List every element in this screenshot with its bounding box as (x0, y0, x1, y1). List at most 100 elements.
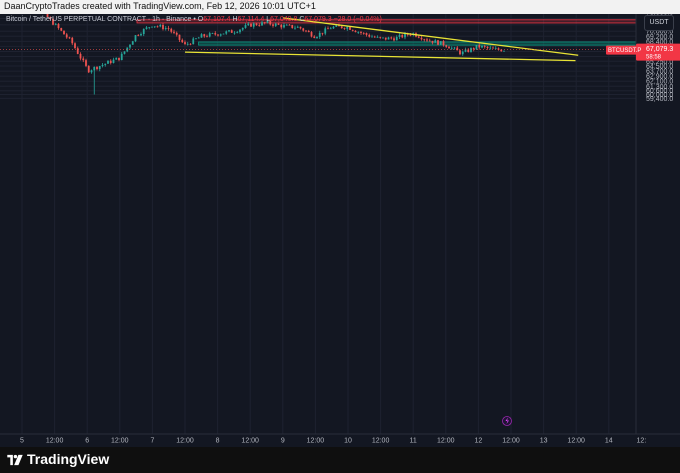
candle-body (313, 36, 316, 39)
candle-body (503, 50, 505, 52)
candle-body (244, 25, 247, 28)
candle-body (87, 65, 90, 73)
candle-body (500, 49, 503, 52)
candle-body (437, 40, 439, 45)
open-label: O (197, 16, 204, 23)
candle-body (175, 32, 178, 35)
y-tick-label: 62,900.0 (646, 74, 673, 81)
candle-body (156, 26, 159, 28)
candle-body (96, 66, 98, 70)
candle-body (464, 49, 467, 52)
candle-body (459, 50, 461, 55)
candle-body (318, 32, 321, 37)
credit-bar: DaanCryptoTrades created with TradingVie… (0, 0, 680, 14)
candle-body (379, 36, 382, 38)
candle-body (173, 31, 175, 33)
y-tick-label: 68,400.0 (646, 39, 673, 46)
x-tick-label: 12:00 (46, 438, 64, 445)
candle-body (129, 44, 131, 48)
candle-body (167, 28, 170, 29)
candle-body (338, 25, 340, 27)
candle-body (404, 33, 406, 38)
x-tick-label: 12:00 (437, 438, 455, 445)
candle-body (200, 34, 203, 38)
candle-body (233, 32, 236, 34)
candle-body (296, 26, 299, 28)
open-value: 67,107.4 (203, 16, 231, 23)
candle-body (131, 41, 134, 45)
candle-body (82, 58, 85, 61)
candle-body (54, 23, 57, 25)
candle-body (217, 34, 219, 36)
candle-body (417, 36, 420, 38)
candle-body (65, 34, 68, 38)
candle-body (384, 37, 387, 40)
currency-button[interactable]: USDT (644, 15, 674, 31)
tradingview-logo-icon (7, 454, 23, 466)
price-axis[interactable] (636, 14, 680, 447)
x-tick-label: 12:00 (567, 438, 585, 445)
candle-body (236, 32, 239, 33)
change-value: −28.0 (−0.04%) (333, 16, 382, 23)
candle-body (115, 57, 118, 60)
candle-body (142, 29, 145, 35)
x-tick-label: 12:00 (111, 438, 129, 445)
candle-body (49, 17, 52, 19)
candle-body (68, 37, 71, 39)
candle-body (274, 23, 277, 26)
candle-body (283, 25, 285, 28)
lightning-icon (505, 417, 509, 424)
candle-body (170, 28, 173, 32)
candle-body (247, 23, 250, 26)
chart-background (0, 14, 680, 447)
candle-body (145, 27, 148, 30)
candle-body (340, 26, 343, 29)
y-tick-label: 60,000.0 (646, 92, 673, 99)
candle-body (368, 34, 371, 37)
candle-body (357, 31, 360, 33)
candle-body (153, 26, 156, 28)
x-tick-label: 12:00 (176, 438, 194, 445)
candle-body (332, 26, 335, 29)
candle-body (255, 23, 258, 26)
candle-body (395, 36, 398, 41)
candle-body (431, 40, 434, 43)
candle-body (277, 23, 280, 25)
upper-trendline[interactable] (282, 17, 579, 56)
candle-body (148, 27, 151, 29)
candle-body (371, 36, 373, 38)
candle-body (263, 22, 266, 24)
candle-body (343, 28, 346, 29)
x-tick-label: 12:00 (241, 438, 259, 445)
close-value: 67,079.3 (304, 16, 332, 23)
candle-body (285, 24, 288, 26)
x-tick-label: 14 (605, 438, 613, 445)
candle-body (186, 43, 189, 45)
candle-body (409, 34, 412, 36)
candle-body (387, 37, 390, 40)
candle-body (90, 70, 93, 73)
candle-body (85, 60, 87, 66)
time-axis[interactable] (0, 434, 680, 447)
price-tag-symbol-box (606, 45, 637, 55)
x-tick-label: 13 (540, 438, 548, 445)
candle-body (497, 48, 500, 50)
candle-body (280, 24, 283, 28)
candle-body (230, 30, 233, 33)
x-tick-label: 12: (637, 438, 647, 445)
candle-body (288, 24, 291, 26)
price-chart[interactable]: 76,000.075,000.074,000.073,000.072,000.0… (0, 14, 680, 447)
candle-body (426, 39, 428, 41)
candle-body (478, 45, 481, 48)
candle-body (420, 37, 423, 40)
candle-body (442, 41, 445, 46)
candle-body (109, 60, 112, 63)
price-tag-countdown: 58:58 (646, 55, 662, 61)
price-tag-value: 67,079.3 (646, 46, 673, 53)
candle-body (228, 30, 230, 32)
low-label: L (266, 16, 271, 23)
lower-trendline[interactable] (184, 51, 576, 62)
support-zone (198, 41, 637, 46)
dot-separator: • (193, 16, 198, 23)
